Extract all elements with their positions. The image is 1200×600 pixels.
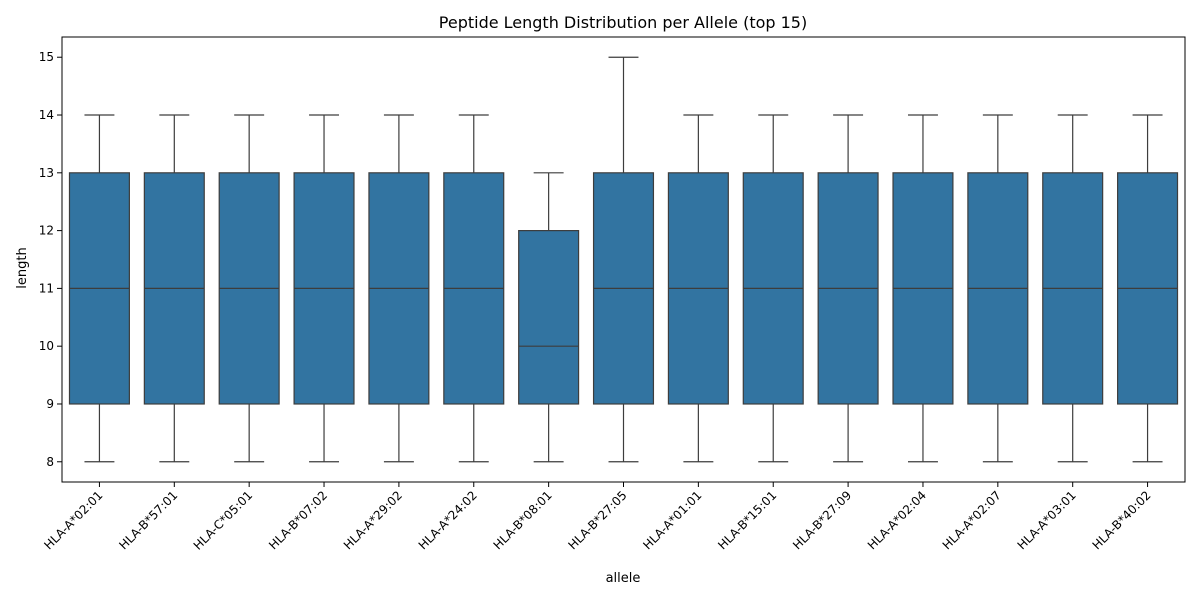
x-tick-label: HLA-B*15:01 (715, 488, 779, 552)
y-tick-label: 14 (39, 108, 54, 122)
x-tick-label: HLA-A*24:02 (416, 488, 480, 552)
box-group (143, 114, 205, 463)
x-tick-label: HLA-A*03:01 (1015, 488, 1079, 552)
x-tick-label: HLA-B*08:01 (491, 488, 555, 552)
x-tick-label: HLA-B*57:01 (116, 488, 180, 552)
box-group (368, 114, 430, 463)
x-tick-label: HLA-B*40:02 (1090, 488, 1154, 552)
box-group (443, 114, 505, 463)
box-group (293, 114, 355, 463)
y-axis: 8 9 10 11 12 13 14 15 (39, 50, 62, 469)
y-tick-label: 12 (39, 224, 54, 238)
box-group (817, 114, 879, 463)
y-tick-label: 8 (46, 455, 54, 469)
box-group (68, 114, 130, 463)
x-tick-label: HLA-A*02:07 (940, 488, 1004, 552)
box-group (1042, 114, 1104, 463)
x-tick-label: HLA-C*05:01 (191, 488, 256, 553)
x-tick-label: HLA-B*27:09 (790, 488, 854, 552)
box-group (1117, 114, 1179, 463)
y-tick-label: 11 (39, 281, 54, 295)
box (518, 230, 580, 405)
x-axis-label: allele (606, 571, 641, 586)
box-group (518, 172, 580, 463)
x-tick-label: HLA-A*01:01 (640, 488, 704, 552)
box-group (218, 114, 280, 463)
box-group (592, 56, 655, 463)
x-axis: HLA-A*02:01 HLA-B*57:01 HLA-C*05:01 HLA-B*0… (41, 482, 1154, 553)
y-tick-label: 15 (39, 50, 54, 64)
y-axis-label: length (15, 247, 30, 288)
x-tick-label: HLA-A*02:04 (865, 488, 929, 552)
x-tick-label: HLA-B*27:05 (566, 488, 630, 552)
chart-title: Peptide Length Distribution per Allele (… (439, 13, 807, 32)
box-group (667, 114, 729, 463)
y-tick-label: 13 (39, 166, 54, 180)
box-group (742, 114, 804, 463)
y-tick-label: 9 (46, 397, 54, 411)
y-tick-label: 10 (39, 339, 54, 353)
x-tick-label: HLA-B*07:02 (266, 488, 330, 552)
x-tick-label: HLA-A*29:02 (341, 488, 405, 552)
box-group (892, 114, 954, 463)
plot-area (68, 56, 1179, 463)
x-tick-label: HLA-A*02:01 (41, 488, 105, 552)
box-group (967, 114, 1029, 463)
